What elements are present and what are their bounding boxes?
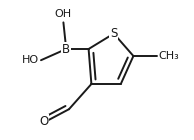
- Text: S: S: [110, 27, 118, 40]
- Text: CH₃: CH₃: [159, 51, 179, 61]
- Text: B: B: [62, 43, 70, 55]
- Text: O: O: [39, 115, 48, 128]
- Text: HO: HO: [22, 55, 39, 65]
- Text: OH: OH: [55, 9, 72, 19]
